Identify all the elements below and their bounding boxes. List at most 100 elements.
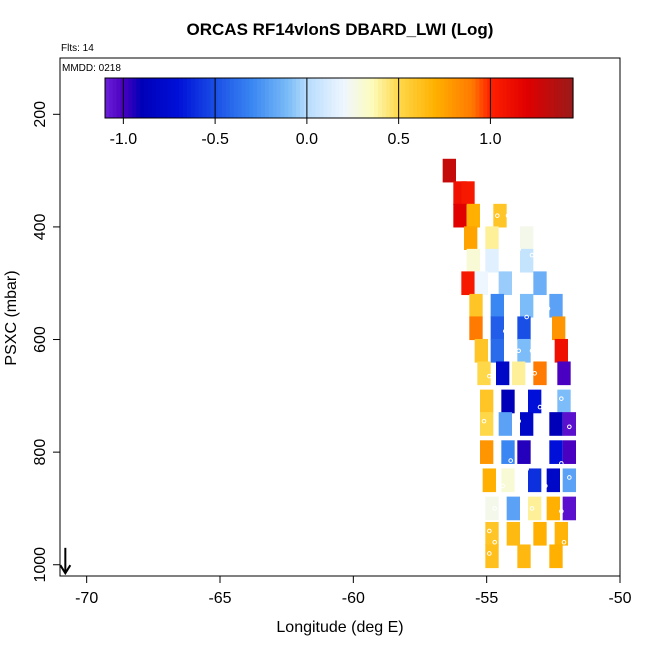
heatmap-cell bbox=[517, 316, 531, 341]
colorbar-swatch bbox=[171, 78, 176, 118]
sample-marker bbox=[516, 348, 521, 354]
sample-marker bbox=[548, 371, 553, 376]
heatmap-cell bbox=[512, 361, 526, 386]
sample-marker bbox=[545, 306, 551, 311]
heatmap-cell bbox=[549, 412, 563, 436]
colorbar-swatch bbox=[210, 78, 215, 118]
colorbar-swatch bbox=[569, 78, 574, 118]
heatmap-cell bbox=[546, 468, 560, 493]
colorbar-swatch bbox=[327, 78, 332, 118]
colorbar-swatch bbox=[112, 78, 118, 118]
colorbar-swatch bbox=[335, 78, 340, 118]
sample-marker bbox=[505, 213, 511, 218]
heatmap-cell bbox=[517, 338, 531, 363]
colorbar-swatch bbox=[506, 78, 512, 118]
colorbar-swatch bbox=[378, 78, 383, 118]
colorbar-swatch bbox=[417, 78, 422, 118]
sample-marker bbox=[495, 444, 500, 449]
flights-annotation: Flts: 14 bbox=[61, 43, 94, 54]
sample-marker bbox=[487, 373, 492, 379]
colorbar-swatch bbox=[292, 78, 297, 118]
heatmap-cell bbox=[501, 440, 515, 464]
colorbar-swatch bbox=[253, 78, 258, 118]
heatmap-cell bbox=[466, 248, 480, 273]
heatmap-cell bbox=[453, 203, 467, 228]
heatmap-cell bbox=[480, 389, 494, 414]
colorbar-swatch bbox=[218, 78, 223, 118]
colorbar-swatch bbox=[296, 78, 301, 118]
heatmap-cell bbox=[501, 468, 515, 493]
colorbar-swatch bbox=[144, 78, 149, 118]
chart-title: ORCAS RF14vlonS DBARD_LWI (Log) bbox=[187, 20, 494, 39]
colorbar-swatch bbox=[249, 78, 254, 118]
colorbar-swatch bbox=[389, 78, 395, 118]
colorbar-swatch bbox=[471, 78, 477, 118]
heatmap-cell bbox=[554, 338, 568, 363]
heatmap-cell bbox=[549, 544, 563, 569]
colorbar-swatch bbox=[537, 78, 543, 118]
heatmap-cell bbox=[490, 316, 504, 341]
colorbar-swatch bbox=[140, 78, 145, 118]
colorbar-swatch bbox=[381, 78, 387, 118]
colorbar-swatch bbox=[565, 78, 570, 118]
colorbar-swatch bbox=[124, 78, 129, 118]
colorbar-swatch bbox=[420, 78, 426, 118]
heatmap-cell bbox=[562, 496, 576, 521]
sample-marker bbox=[500, 483, 505, 489]
heatmap-cell bbox=[464, 226, 478, 250]
colorbar-swatch bbox=[557, 78, 562, 118]
heatmap-cell bbox=[485, 496, 499, 521]
heatmap-cell bbox=[557, 361, 571, 386]
colorbar-swatch bbox=[339, 78, 344, 118]
colorbar-swatch bbox=[183, 78, 188, 118]
colorbar-swatch bbox=[549, 78, 555, 118]
colorbar-swatch bbox=[452, 78, 457, 118]
colorbar-swatch bbox=[245, 78, 250, 118]
colorbar-swatch bbox=[456, 78, 461, 118]
colorbar-swatch bbox=[190, 78, 196, 118]
sample-marker bbox=[492, 539, 497, 545]
sample-marker bbox=[481, 418, 487, 424]
colorbar-swatch bbox=[222, 78, 227, 118]
colorbar-swatch bbox=[522, 78, 527, 118]
colorbar-swatch bbox=[393, 78, 399, 118]
x-tick-label: -60 bbox=[342, 590, 365, 607]
colorbar-swatch bbox=[163, 78, 168, 118]
heatmap-cell bbox=[493, 203, 507, 228]
colorbar-swatch bbox=[272, 78, 278, 118]
colorbar-swatch bbox=[475, 78, 480, 118]
colorbar-swatch bbox=[342, 78, 348, 118]
x-tick-label: -65 bbox=[208, 590, 231, 607]
colorbar-swatch bbox=[514, 78, 519, 118]
colorbar-swatch bbox=[198, 78, 204, 118]
colorbar-swatch bbox=[147, 78, 153, 118]
sample-marker bbox=[487, 528, 492, 534]
colorbar-swatch bbox=[534, 78, 539, 118]
colorbar-swatch bbox=[331, 78, 336, 118]
colorbar-tick-label: -1.0 bbox=[110, 131, 138, 148]
colorbar-swatch bbox=[444, 78, 449, 118]
colorbar-swatch bbox=[502, 78, 508, 118]
y-tick-label: 200 bbox=[32, 101, 49, 128]
sample-marker bbox=[559, 461, 564, 466]
colorbar-swatch bbox=[436, 78, 441, 118]
heatmap-cell bbox=[562, 440, 576, 464]
colorbar-swatch bbox=[553, 78, 558, 118]
mmdd-annotation: MMDD: 0218 bbox=[62, 63, 121, 74]
colorbar-swatch bbox=[233, 78, 239, 118]
colorbar-swatch bbox=[105, 78, 110, 118]
colorbar-swatch bbox=[459, 78, 465, 118]
sample-marker bbox=[495, 213, 500, 218]
colorbar-swatch bbox=[374, 78, 379, 118]
colorbar-swatch bbox=[319, 78, 324, 118]
colorbar-swatch bbox=[155, 78, 161, 118]
colorbar-swatch bbox=[424, 78, 430, 118]
heatmap-cell bbox=[557, 389, 571, 414]
heatmap-cell bbox=[477, 361, 491, 386]
colorbar-swatch bbox=[323, 78, 328, 118]
heatmap-cell bbox=[533, 361, 547, 386]
heatmap-cell bbox=[474, 271, 488, 296]
colorbar-swatch bbox=[159, 78, 165, 118]
heatmap-cell bbox=[482, 468, 496, 493]
